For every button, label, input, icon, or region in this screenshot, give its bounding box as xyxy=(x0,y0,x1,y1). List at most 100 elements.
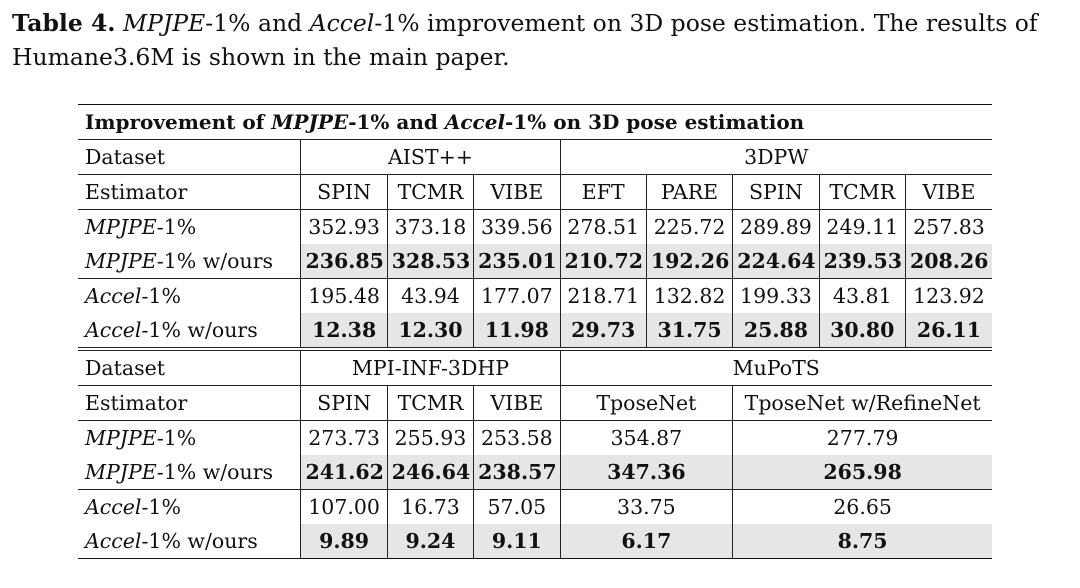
table-cell: 253.58 xyxy=(473,420,561,455)
table-cell: 25.88 xyxy=(732,313,820,351)
row-label-estimator: Estimator xyxy=(78,174,301,210)
table-cell: 225.72 xyxy=(645,209,733,244)
table-cell: 354.87 xyxy=(559,420,733,455)
caption-label: Table 4. xyxy=(12,9,116,37)
table-cell: 238.57 xyxy=(473,455,561,490)
table-cell: 12.30 xyxy=(386,313,474,351)
table-cell: 43.81 xyxy=(818,278,906,313)
table-row: Accel-1% w/ours 12.38 12.30 11.98 29.73 … xyxy=(78,313,992,351)
estimator-header: TposeNet xyxy=(559,385,733,421)
table-cell: 8.75 xyxy=(732,524,992,559)
table-cell: 26.65 xyxy=(732,489,992,524)
table-cell: 224.64 xyxy=(732,244,820,279)
estimator-row-1: Estimator SPIN TCMR VIBE EFT PARE SPIN T… xyxy=(78,174,992,210)
table-cell: 123.92 xyxy=(904,278,992,313)
table-cell: 9.24 xyxy=(386,524,474,559)
row-label-dataset: Dataset xyxy=(78,349,301,386)
dataset-header: AIST++ xyxy=(300,139,561,175)
table-cell: 199.33 xyxy=(732,278,820,313)
table-cell: 277.79 xyxy=(732,420,992,455)
dataset-header: MuPoTS xyxy=(559,349,992,386)
table-row: MPJPE-1% w/ours 241.62 246.64 238.57 347… xyxy=(78,455,992,490)
table-cell: 132.82 xyxy=(645,278,733,313)
table-cell: 289.89 xyxy=(732,209,820,244)
row-label-mpjpe: MPJPE-1% xyxy=(85,426,197,450)
dataset-row-2: Dataset MPI-INF-3DHP MuPoTS xyxy=(78,349,992,386)
table-cell: 236.85 xyxy=(300,244,388,279)
table-row: Accel-1% w/ours 9.89 9.24 9.11 6.17 8.75 xyxy=(78,524,992,559)
row-label-accel: Accel-1% xyxy=(85,495,181,519)
table-cell: 208.26 xyxy=(904,244,992,279)
estimator-header: VIBE xyxy=(473,385,561,421)
row-label-mpjpe-ours: MPJPE-1% w/ours xyxy=(78,244,301,279)
table-cell: 246.64 xyxy=(386,455,474,490)
estimator-header: EFT xyxy=(559,174,647,210)
table-cell: 177.07 xyxy=(473,278,561,313)
estimator-header: SPIN xyxy=(300,385,388,421)
dataset-row-1: Dataset AIST++ 3DPW xyxy=(78,139,992,175)
table-title-row: Improvement of MPJPE-1% and Accel-1% on … xyxy=(78,104,992,140)
table-cell: 192.26 xyxy=(645,244,733,279)
table-row: Accel-1% 107.00 16.73 57.05 33.75 26.65 xyxy=(78,489,992,524)
row-label-estimator: Estimator xyxy=(78,385,301,421)
estimator-header: TCMR xyxy=(386,385,474,421)
row-label-accel-ours: Accel-1% w/ours xyxy=(78,524,301,559)
table-row: Accel-1% 195.48 43.94 177.07 218.71 132.… xyxy=(78,278,992,313)
table-cell: 352.93 xyxy=(300,209,388,244)
table-cell: 255.93 xyxy=(386,420,474,455)
table-cell: 278.51 xyxy=(559,209,647,244)
table-caption: Table 4. MPJPE-1% and Accel-1% improveme… xyxy=(12,6,1072,74)
table-cell: 373.18 xyxy=(386,209,474,244)
table-cell: 273.73 xyxy=(300,420,388,455)
estimator-row-2: Estimator SPIN TCMR VIBE TposeNet TposeN… xyxy=(78,385,992,421)
caption-metric-mpjpe: MPJPE xyxy=(122,9,206,37)
dataset-header: 3DPW xyxy=(559,139,992,175)
table-cell: 33.75 xyxy=(559,489,733,524)
results-table: Improvement of MPJPE-1% and Accel-1% on … xyxy=(78,104,992,559)
estimator-header: SPIN xyxy=(300,174,388,210)
table-cell: 107.00 xyxy=(300,489,388,524)
row-label-mpjpe: MPJPE-1% xyxy=(85,215,197,239)
estimator-header: TposeNet w/RefineNet xyxy=(732,385,992,421)
table-cell: 57.05 xyxy=(473,489,561,524)
estimator-header: VIBE xyxy=(904,174,992,210)
table-row: MPJPE-1% 273.73 255.93 253.58 354.87 277… xyxy=(78,420,992,455)
table-cell: 16.73 xyxy=(386,489,474,524)
estimator-header: PARE xyxy=(645,174,733,210)
estimator-header: SPIN xyxy=(732,174,820,210)
table-cell: 235.01 xyxy=(473,244,561,279)
caption-metric-accel: Accel xyxy=(309,9,375,37)
table-cell: 210.72 xyxy=(559,244,647,279)
row-label-dataset: Dataset xyxy=(78,139,301,175)
table-row: MPJPE-1% 352.93 373.18 339.56 278.51 225… xyxy=(78,209,992,244)
table-cell: 30.80 xyxy=(818,313,906,351)
table-row: MPJPE-1% w/ours 236.85 328.53 235.01 210… xyxy=(78,244,992,279)
table-cell: 339.56 xyxy=(473,209,561,244)
row-label-accel: Accel-1% xyxy=(85,284,181,308)
table-cell: 43.94 xyxy=(386,278,474,313)
table-cell: 239.53 xyxy=(818,244,906,279)
table-cell: 218.71 xyxy=(559,278,647,313)
table-cell: 31.75 xyxy=(645,313,733,351)
table-cell: 347.36 xyxy=(559,455,733,490)
table-cell: 11.98 xyxy=(473,313,561,351)
caption-text-2: -1% improvement on 3D pose estimation. T… xyxy=(12,9,1038,71)
row-label-mpjpe-ours: MPJPE-1% w/ours xyxy=(78,455,301,490)
estimator-header: TCMR xyxy=(386,174,474,210)
dataset-header: MPI-INF-3DHP xyxy=(300,349,561,386)
table-cell: 12.38 xyxy=(300,313,388,351)
table-cell: 265.98 xyxy=(732,455,992,490)
table-cell: 26.11 xyxy=(904,313,992,351)
row-label-accel-ours: Accel-1% w/ours xyxy=(78,313,301,351)
table-cell: 9.11 xyxy=(473,524,561,559)
estimator-header: TCMR xyxy=(818,174,906,210)
table-cell: 249.11 xyxy=(818,209,906,244)
table-cell: 29.73 xyxy=(559,313,647,351)
table-cell: 6.17 xyxy=(559,524,733,559)
table-cell: 241.62 xyxy=(300,455,388,490)
table-cell: 9.89 xyxy=(300,524,388,559)
caption-text-1: -1% and xyxy=(205,9,310,37)
table-cell: 328.53 xyxy=(386,244,474,279)
table-cell: 195.48 xyxy=(300,278,388,313)
estimator-header: VIBE xyxy=(473,174,561,210)
